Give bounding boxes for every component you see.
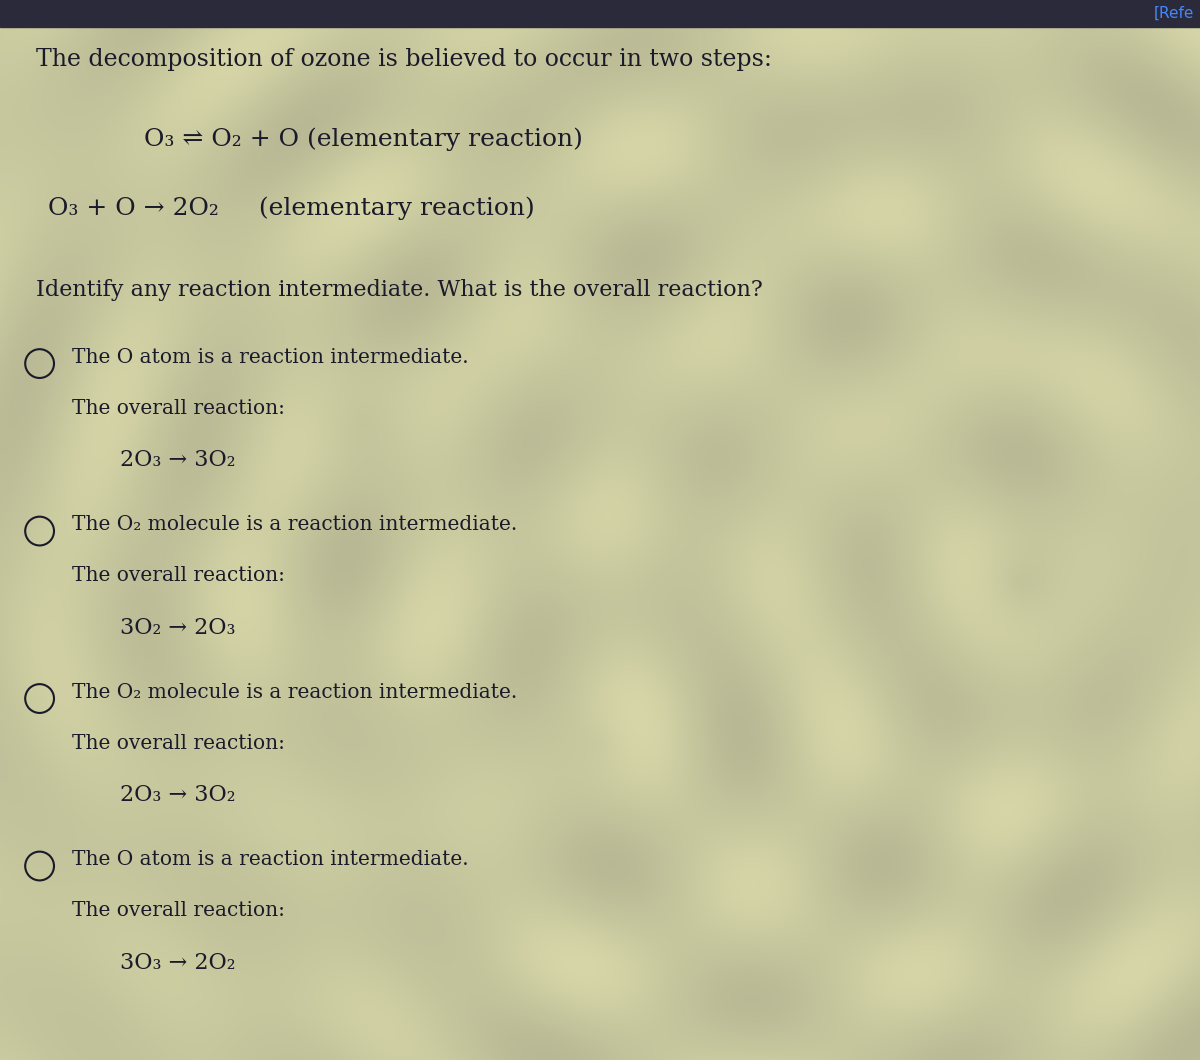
Text: O₃ + O → 2O₂     (elementary reaction): O₃ + O → 2O₂ (elementary reaction)	[48, 196, 535, 219]
Text: The O₂ molecule is a reaction intermediate.: The O₂ molecule is a reaction intermedia…	[72, 515, 517, 534]
Text: The decomposition of ozone is believed to occur in two steps:: The decomposition of ozone is believed t…	[36, 48, 772, 71]
Text: 2O₃ → 3O₂: 2O₃ → 3O₂	[120, 784, 235, 807]
Text: The overall reaction:: The overall reaction:	[72, 399, 286, 418]
Text: The overall reaction:: The overall reaction:	[72, 566, 286, 585]
Text: The overall reaction:: The overall reaction:	[72, 901, 286, 920]
Text: The overall reaction:: The overall reaction:	[72, 734, 286, 753]
Text: O₃ ⇌ O₂ + O (elementary reaction): O₃ ⇌ O₂ + O (elementary reaction)	[144, 127, 583, 151]
Text: 3O₂ → 2O₃: 3O₂ → 2O₃	[120, 617, 235, 639]
Text: Identify any reaction intermediate. What is the overall reaction?: Identify any reaction intermediate. What…	[36, 279, 763, 301]
Text: The O atom is a reaction intermediate.: The O atom is a reaction intermediate.	[72, 850, 469, 869]
Text: [Refe: [Refe	[1153, 5, 1194, 20]
Text: 3O₃ → 2O₂: 3O₃ → 2O₂	[120, 952, 235, 974]
Text: The O₂ molecule is a reaction intermediate.: The O₂ molecule is a reaction intermedia…	[72, 683, 517, 702]
Text: 2O₃ → 3O₂: 2O₃ → 3O₂	[120, 449, 235, 472]
Text: The O atom is a reaction intermediate.: The O atom is a reaction intermediate.	[72, 348, 469, 367]
Bar	[0, 0, 1200, 26]
